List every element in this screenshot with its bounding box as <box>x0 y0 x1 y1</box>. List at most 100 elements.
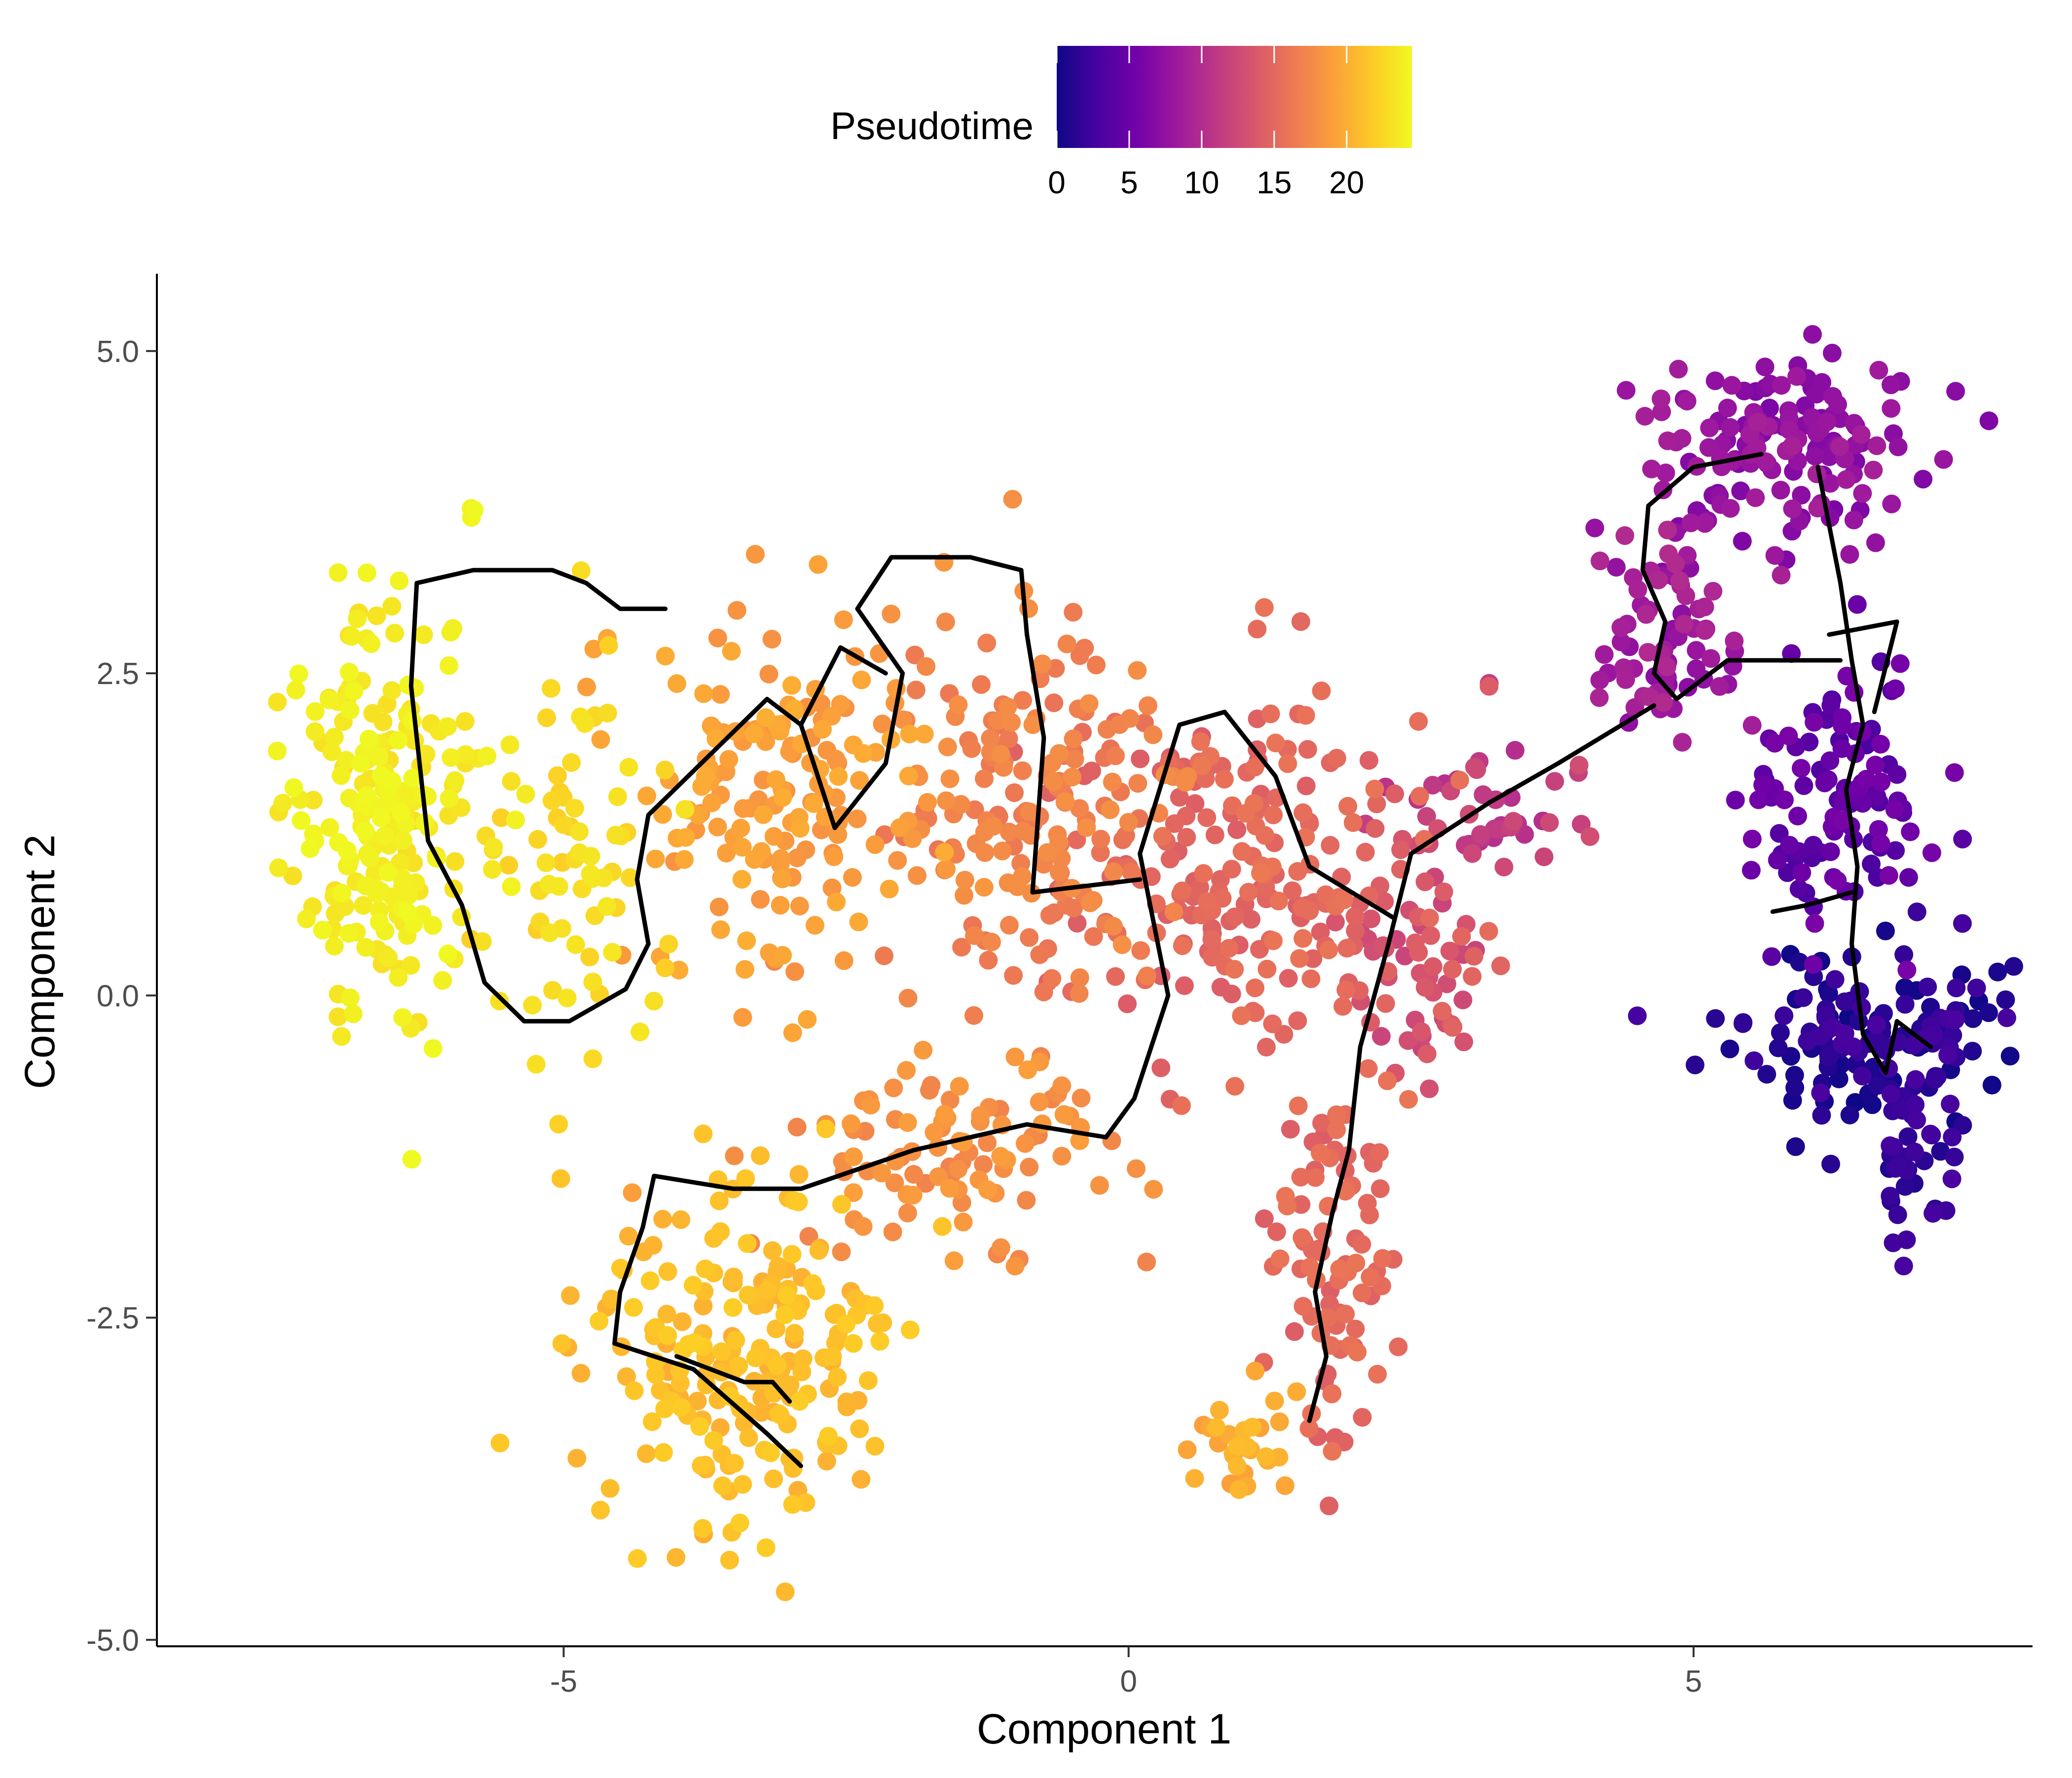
cell-point <box>832 1242 851 1262</box>
cell-point <box>549 877 568 896</box>
cell-point <box>1837 470 1856 489</box>
cell-point <box>1804 955 1823 974</box>
cell-point <box>690 1417 709 1436</box>
cell-point <box>1886 841 1905 860</box>
cell-point <box>717 843 736 863</box>
cell-point <box>798 1010 817 1029</box>
cell-point <box>1452 927 1471 946</box>
cell-point <box>1907 1111 1926 1129</box>
cell-point <box>988 711 1007 730</box>
cell-point <box>1127 1159 1146 1178</box>
trajectory-path <box>1770 890 1854 914</box>
cell-point <box>1248 619 1267 639</box>
cell-point <box>1165 814 1184 833</box>
cell-point <box>900 725 919 744</box>
cell-point <box>1440 942 1459 961</box>
cell-point <box>438 717 457 736</box>
cell-point <box>1334 890 1354 909</box>
cell-point <box>972 675 991 694</box>
cell-point <box>1879 866 1898 885</box>
cell-point <box>1926 1067 1945 1086</box>
cell-point <box>1899 868 1918 887</box>
cell-point <box>523 996 542 1015</box>
cell-point <box>903 829 922 848</box>
cell-point <box>528 830 548 849</box>
cell-point <box>601 1289 621 1308</box>
cell-point <box>1748 413 1767 432</box>
cell-point <box>1415 872 1435 891</box>
cell-point <box>1087 655 1106 675</box>
cell-point <box>584 640 603 658</box>
cell-point <box>1756 452 1776 472</box>
y-axis-ticks: -5.0 -2.5 0.0 2.5 5.0 <box>86 335 157 1658</box>
cell-point <box>883 1222 902 1241</box>
cell-point <box>1399 1031 1418 1050</box>
cell-point <box>1353 1408 1372 1427</box>
cell-point <box>819 1427 838 1446</box>
cell-point <box>751 890 770 909</box>
cell-point <box>1336 1305 1355 1324</box>
cell-point <box>356 822 375 841</box>
cell-point <box>991 1238 1010 1257</box>
cell-point <box>745 850 764 869</box>
cell-point <box>1337 939 1357 958</box>
cell-point <box>754 805 773 824</box>
cell-point <box>1020 802 1039 822</box>
trajectory-path <box>612 710 1397 1468</box>
cell-point <box>1361 1268 1380 1287</box>
cell-point <box>697 1375 716 1394</box>
cell-point <box>637 1444 656 1463</box>
cell-point <box>1049 863 1069 882</box>
cell-point <box>1628 1006 1647 1025</box>
cell-point <box>1192 756 1212 775</box>
cell-point <box>551 1169 570 1188</box>
cell-point <box>357 786 376 805</box>
cell-point <box>623 1183 642 1202</box>
cell-point <box>1453 990 1473 1010</box>
cell-point <box>752 1403 771 1422</box>
cell-point <box>1591 551 1610 571</box>
cell-point <box>1710 677 1729 696</box>
cell-point <box>1299 1419 1319 1438</box>
cell-point <box>1685 1055 1704 1075</box>
cell-point <box>478 746 497 765</box>
cell-point <box>1888 1157 1907 1176</box>
cell-point <box>915 725 934 744</box>
legend: Pseudotime 0 5 10 15 20 <box>830 46 1412 200</box>
cell-point <box>1943 1127 1962 1147</box>
cell-point <box>1000 915 1019 935</box>
cell-point <box>1275 1476 1295 1495</box>
cell-point <box>951 795 970 814</box>
cell-point <box>1191 732 1210 751</box>
cell-point <box>1197 808 1217 827</box>
cell-point <box>1358 1194 1377 1213</box>
colorbar-tick-label: 15 <box>1257 165 1292 200</box>
cell-point <box>1617 381 1636 400</box>
cell-point <box>1227 1456 1247 1476</box>
cell-point <box>1659 544 1678 563</box>
cell-point <box>1227 820 1247 839</box>
cell-point <box>1346 921 1365 941</box>
cell-point <box>1291 612 1310 631</box>
cell-point <box>865 1296 884 1315</box>
cell-point <box>1215 769 1234 789</box>
cell-point <box>974 878 994 897</box>
cell-point <box>999 729 1018 748</box>
cell-point <box>1997 1008 2016 1027</box>
cell-point <box>1640 687 1659 706</box>
cell-point <box>849 912 868 932</box>
cell-point <box>1346 1319 1365 1339</box>
cell-point <box>888 851 907 870</box>
cell-point <box>843 868 862 887</box>
cell-point <box>606 826 625 845</box>
cell-point <box>792 1362 812 1381</box>
cell-point <box>704 1431 723 1450</box>
cell-point <box>1702 649 1720 668</box>
cell-point <box>1867 787 1887 806</box>
cell-point <box>901 1320 920 1340</box>
legend-title: Pseudotime <box>830 104 1034 147</box>
cell-point <box>1023 715 1042 734</box>
cell-point <box>1894 945 1914 964</box>
cell-point <box>709 1191 729 1210</box>
cell-point <box>1786 1137 1805 1156</box>
